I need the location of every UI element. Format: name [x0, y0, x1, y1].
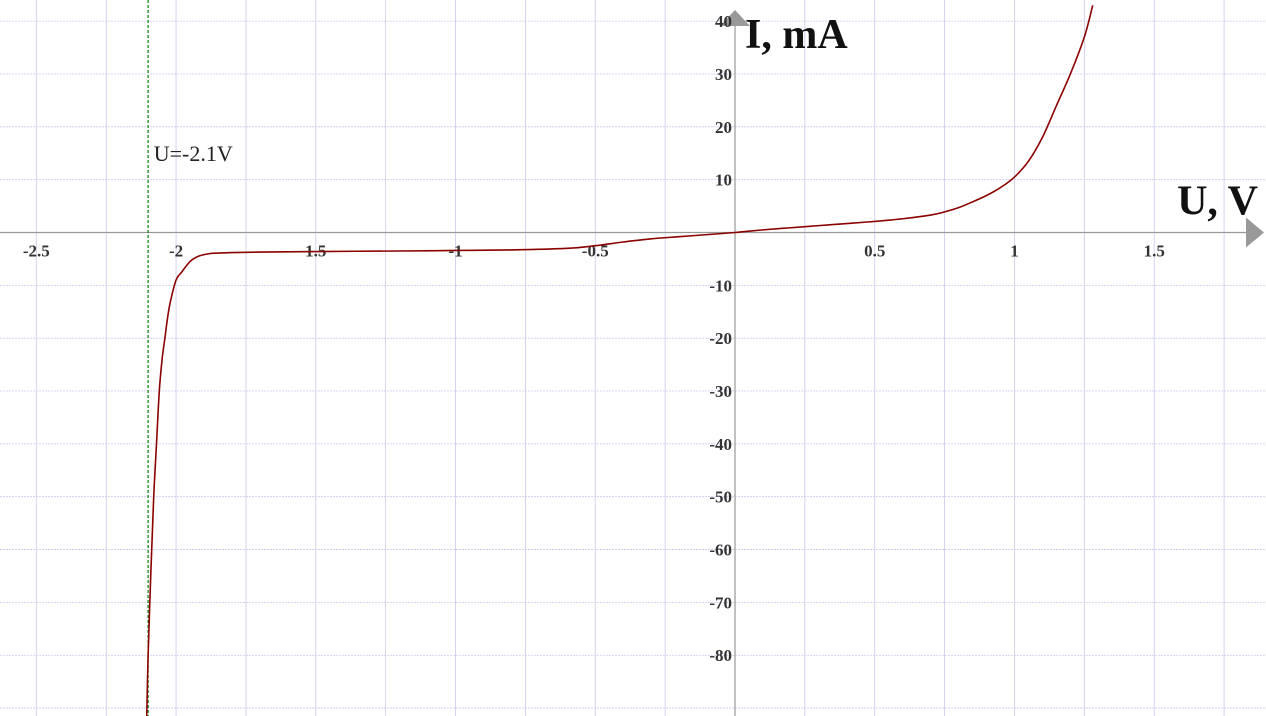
y-tick-label: 40 [715, 12, 732, 31]
y-tick-label: -50 [709, 488, 732, 507]
y-tick-label: -40 [709, 435, 732, 454]
y-tick-label: 30 [715, 65, 732, 84]
y-axis-arrow-icon [720, 10, 751, 26]
x-tick-label: -2 [169, 242, 183, 261]
y-tick-label: -20 [709, 329, 732, 348]
y-tick-label: -30 [709, 382, 732, 401]
x-axis-arrow-icon [1246, 217, 1264, 248]
tick-labels: -2.5 -2 1.5 -1 -0.5 0.5 1 1.540302010-10-20-30-… [23, 12, 1165, 665]
y-tick-label: 10 [715, 171, 732, 190]
x-tick-label: 0.5 [864, 242, 885, 261]
y-tick-label: -80 [709, 646, 732, 665]
y-tick-label: -10 [709, 276, 732, 295]
series-line [145, 5, 1094, 716]
y-tick-label: -70 [709, 593, 732, 612]
series-group [145, 5, 1094, 716]
y-axis-title: I, mA [745, 12, 848, 58]
x-tick-label: 1 [1010, 242, 1019, 261]
x-tick-label: 1.5 [1144, 242, 1165, 261]
annotation-label: U=-2.1V [154, 141, 233, 166]
y-tick-label: 20 [715, 118, 732, 137]
x-tick-label: -2.5 [23, 242, 50, 261]
y-tick-label: -60 [709, 541, 732, 560]
x-axis-title: U, V [1177, 179, 1258, 225]
